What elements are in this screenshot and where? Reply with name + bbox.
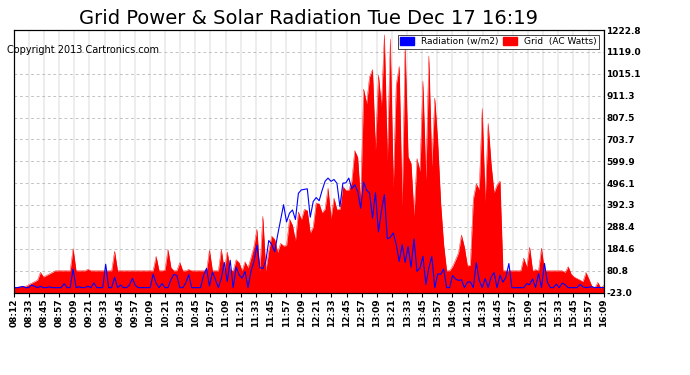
Text: Copyright 2013 Cartronics.com: Copyright 2013 Cartronics.com (7, 45, 159, 55)
Legend: Radiation (w/m2), Grid  (AC Watts): Radiation (w/m2), Grid (AC Watts) (397, 34, 599, 49)
Title: Grid Power & Solar Radiation Tue Dec 17 16:19: Grid Power & Solar Radiation Tue Dec 17 … (79, 9, 538, 28)
